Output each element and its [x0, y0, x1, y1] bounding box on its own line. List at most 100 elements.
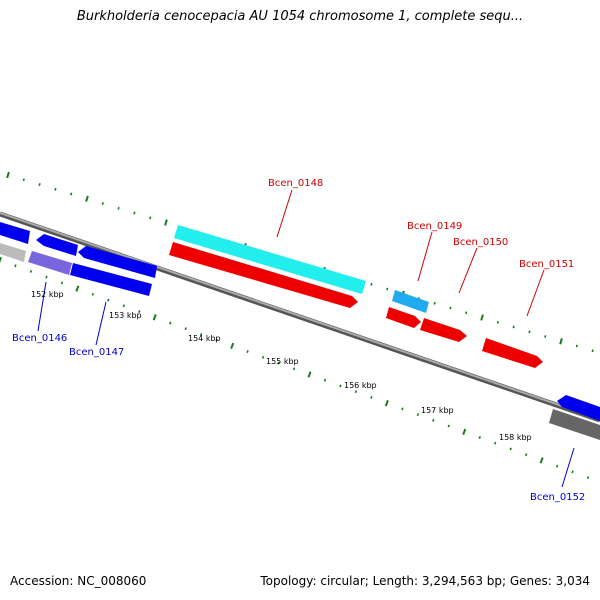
outer-ring-tick [559, 338, 563, 345]
inner-ring-tick [152, 314, 157, 321]
inner-ring-tick [401, 407, 404, 411]
outer-ring-tick [85, 195, 89, 202]
inner-ring-tick [122, 304, 125, 308]
inner-ring-tick [91, 292, 95, 296]
gene-label-bcen-0146[interactable]: Bcen_0146 [12, 333, 67, 344]
outer-ring-tick [133, 211, 136, 215]
inner-ring-tick [246, 350, 249, 354]
inner-tick-ring [0, 256, 590, 479]
chromosome-backbone [0, 211, 600, 423]
inner-ring-tick [478, 436, 481, 439]
inner-ring-tick [509, 447, 512, 451]
gene-label-bcen-0150[interactable]: Bcen_0150 [453, 237, 508, 248]
outer-ring-tick [465, 311, 468, 315]
outer-ring-tick [449, 306, 452, 310]
outer-ring-tick [544, 335, 547, 338]
gene-label-bcen-0152[interactable]: Bcen_0152 [530, 492, 585, 503]
inner-ring-tick [555, 464, 559, 468]
inner-ring-tick [60, 281, 64, 285]
inner-ring-tick [184, 327, 187, 331]
gene-partial-blue-left[interactable] [0, 222, 30, 244]
gene-features [0, 222, 600, 440]
inner-ring-tick [447, 424, 450, 428]
gene-red-0151[interactable] [482, 338, 543, 368]
ruler-labels: 152 kbp 153 kbp 154 kbp 155 kbp 156 kbp … [31, 290, 532, 442]
inner-ring-tick [432, 418, 435, 422]
accession-text: Accession: NC_008060 [10, 574, 147, 588]
ruler-label-153: 153 kbp [109, 311, 142, 320]
outer-ring-tick [591, 349, 594, 353]
gene-blue-0152[interactable] [557, 395, 600, 421]
inner-ring-tick [215, 338, 218, 342]
gene-red-0149[interactable] [386, 307, 421, 328]
inner-ring-tick [494, 441, 497, 445]
outer-ring-tick [370, 282, 373, 286]
ruler-label-156: 156 kbp [344, 381, 377, 390]
inner-ring-tick [571, 470, 574, 474]
outer-ring-tick [101, 202, 104, 205]
gene-red-0150[interactable] [420, 318, 467, 342]
ruler-label-155: 155 kbp [266, 357, 299, 366]
inner-ring-tick [292, 367, 296, 371]
gene-label-bcen-0149[interactable]: Bcen_0149 [407, 221, 462, 232]
inner-ring-tick [0, 256, 2, 263]
gene-labels: Bcen_0146 Bcen_0147 Bcen_0148 Bcen_0149 … [12, 178, 585, 503]
inner-ring-tick [307, 371, 312, 378]
outer-ring-tick [164, 219, 168, 226]
inner-ring-tick [261, 355, 265, 359]
gene-label-bcen-0148[interactable]: Bcen_0148 [268, 178, 323, 189]
inner-ring-tick [339, 384, 342, 388]
inner-ring-tick [539, 457, 544, 464]
outer-ring-tick [22, 178, 25, 182]
gene-label-bcen-0151[interactable]: Bcen_0151 [519, 259, 574, 270]
ruler-label-157: 157 kbp [421, 406, 454, 415]
outer-ring-tick [386, 287, 389, 291]
inner-ring-tick [169, 321, 172, 325]
inner-ring-tick [384, 399, 389, 407]
outer-ring-tick [70, 192, 73, 196]
inner-ring-tick [354, 390, 358, 394]
ruler-label-152: 152 kbp [31, 290, 64, 299]
inner-ring-tick [586, 476, 590, 479]
gene-gray-0152[interactable] [549, 409, 600, 440]
outer-ring-tick [149, 216, 152, 220]
outer-ring-tick [480, 314, 484, 321]
gene-label-bcen-0147[interactable]: Bcen_0147 [69, 347, 124, 358]
outer-ring-tick [433, 301, 436, 305]
ruler-label-158: 158 kbp [499, 433, 532, 442]
gene-cyan-0148[interactable] [174, 225, 366, 294]
outer-ring-tick [6, 171, 10, 179]
label-leaders [37, 189, 575, 488]
ruler-label-154: 154 kbp [188, 334, 221, 343]
inner-ring-tick [462, 428, 467, 435]
inner-ring-tick [370, 395, 373, 399]
outer-ring-tick [38, 183, 41, 186]
inner-ring-tick [199, 333, 203, 336]
inner-ring-tick [14, 264, 17, 268]
topology-stats-text: Topology: circular; Length: 3,294,563 bp… [260, 574, 590, 588]
inner-ring-tick [277, 361, 280, 365]
inner-ring-tick [29, 270, 33, 273]
inner-ring-tick [75, 285, 80, 292]
outer-ring-tick [117, 206, 120, 210]
inner-ring-tick [323, 378, 327, 382]
outer-ring-tick [496, 320, 499, 324]
gene-red-0148[interactable] [169, 242, 358, 308]
inner-ring-tick [416, 413, 420, 417]
inner-ring-tick [107, 298, 110, 302]
outer-ring-tick [528, 330, 531, 334]
outer-ring-tick [575, 344, 578, 348]
inner-ring-tick [524, 453, 528, 457]
gene-blue-upper-0147[interactable] [78, 246, 157, 278]
gene-lightblue-0149[interactable] [392, 290, 429, 313]
outer-ring-tick [512, 325, 515, 329]
gene-partial-lightgray-left[interactable] [0, 243, 26, 262]
outer-ring-tick [54, 187, 57, 191]
map-title: Burkholderia cenocepacia AU 1054 chromos… [76, 9, 524, 24]
gene-blue-small[interactable] [36, 234, 78, 256]
inner-ring-tick [45, 275, 48, 279]
gene-blue-lower-0147[interactable] [70, 263, 152, 296]
gene-purple-0146[interactable] [28, 251, 72, 275]
inner-ring-tick [230, 342, 235, 350]
